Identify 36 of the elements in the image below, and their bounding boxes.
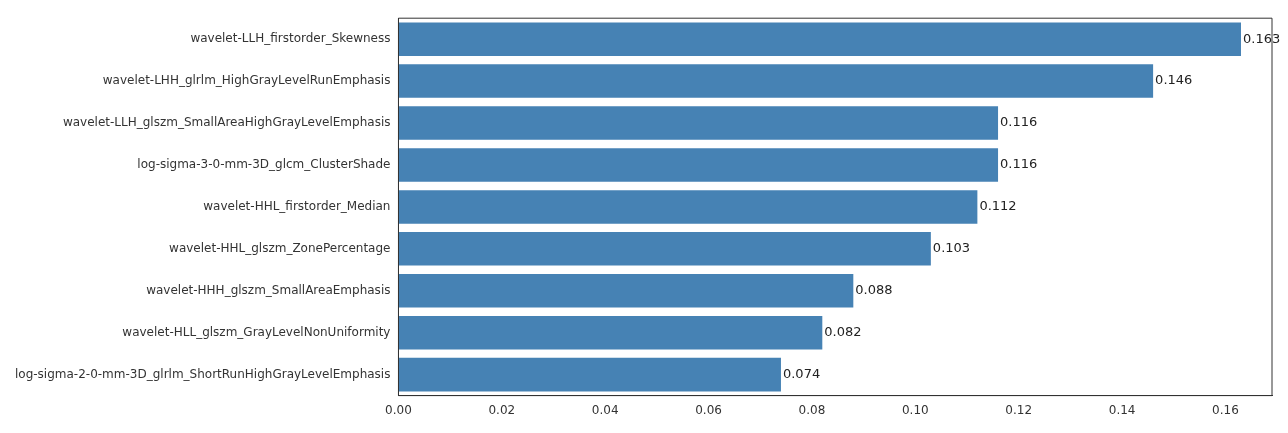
x-tick-label: 0.00 [385,402,412,417]
data-label: 0.116 [1000,114,1038,130]
y-tick-label: wavelet-HHL_firstorder_Median [203,199,391,214]
bar [398,64,1154,98]
bar [398,232,931,266]
y-tick-label: wavelet-HHL_glszm_ZonePercentage [169,240,391,255]
bar [398,106,999,140]
data-label: 0.082 [824,324,862,340]
y-tick-label: wavelet-LLH_firstorder_Skewness [190,31,391,46]
x-tick-label: 0.02 [488,402,516,417]
x-tick-label: 0.16 [1212,402,1239,417]
bar [398,273,854,308]
x-tick-label: 0.10 [901,402,929,417]
data-label: 0.146 [1155,72,1193,88]
y-tick-label: wavelet-LHH_glrlm_HighGrayLevelRunEmphasis [102,73,391,88]
y-tick-label: wavelet-LLH_glszm_SmallAreaHighGrayLevelEmphasis [62,115,391,130]
y-tick-label: wavelet-HLL_glszm_GrayLevelNonUniformity [122,324,391,339]
y-tick-label: log-sigma-3-0-mm-3D_glcm_ClusterShade [137,157,391,172]
y-tick-label: wavelet-HHH_glszm_SmallAreaEmphasis [146,282,391,297]
bar [398,315,823,350]
bar [398,357,781,392]
y-tick-label: log-sigma-2-0-mm-3D_glrlm_ShortRunHighGrayLevelEmphasis [14,366,391,381]
x-tick-label: 0.08 [798,402,826,417]
data-label: 0.103 [932,240,971,256]
data-label: 0.088 [855,282,893,298]
data-label: 0.163 [1242,30,1281,46]
x-tick-label: 0.12 [1005,402,1033,417]
bar [398,22,1241,56]
x-tick-label: 0.14 [1108,402,1136,417]
data-label: 0.074 [782,366,821,382]
bar [398,148,999,182]
x-tick-label: 0.04 [591,402,619,417]
data-label: 0.116 [1000,156,1038,172]
bar [398,190,978,224]
data-label: 0.112 [979,198,1017,214]
x-tick-label: 0.06 [695,402,722,417]
